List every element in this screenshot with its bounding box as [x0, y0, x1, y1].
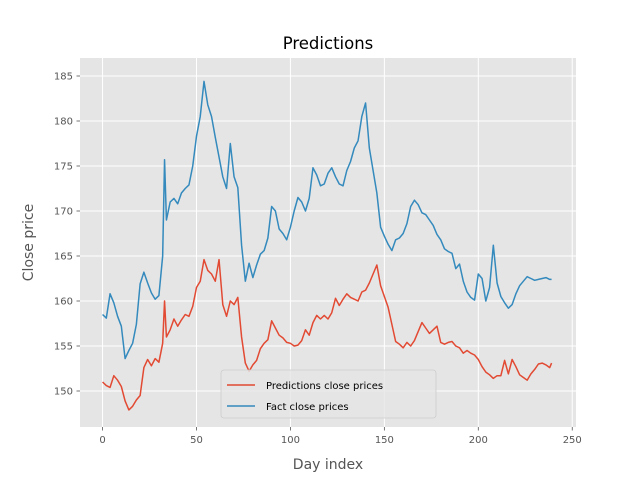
x-tick-label: 0 [99, 435, 105, 446]
x-axis-label: Day index [293, 457, 363, 473]
series-line-fact [102, 80, 552, 360]
y-tick-label: 165 [54, 252, 73, 263]
y-tick-label: 175 [54, 162, 73, 173]
y-tick-label: 180 [54, 117, 73, 128]
x-tick-label: 200 [469, 435, 488, 446]
legend-label-predictions: Predictions close prices [266, 381, 383, 392]
x-tick-label: 50 [190, 435, 203, 446]
series-lines [102, 80, 553, 411]
x-tick-label: 250 [563, 435, 582, 446]
axis-ticks: 0 50 100 150 200 250 150 155 160 165 170 175 180 185 [54, 72, 582, 447]
x-tick-label: 100 [281, 435, 300, 446]
legend-box [220, 369, 437, 419]
x-tick-label: 150 [375, 435, 394, 446]
legend: Predictions close prices Fact close pric… [220, 369, 437, 419]
y-tick-label: 160 [54, 297, 73, 308]
y-axis-label: Close price [21, 204, 37, 281]
y-tick-label: 170 [54, 207, 73, 218]
legend-label-fact: Fact close prices [266, 402, 349, 413]
y-tick-label: 185 [54, 72, 73, 83]
chart-title: Predictions [283, 34, 374, 53]
series-line-predictions [102, 258, 553, 411]
y-tick-label: 155 [54, 342, 73, 353]
y-tick-label: 150 [54, 387, 73, 398]
